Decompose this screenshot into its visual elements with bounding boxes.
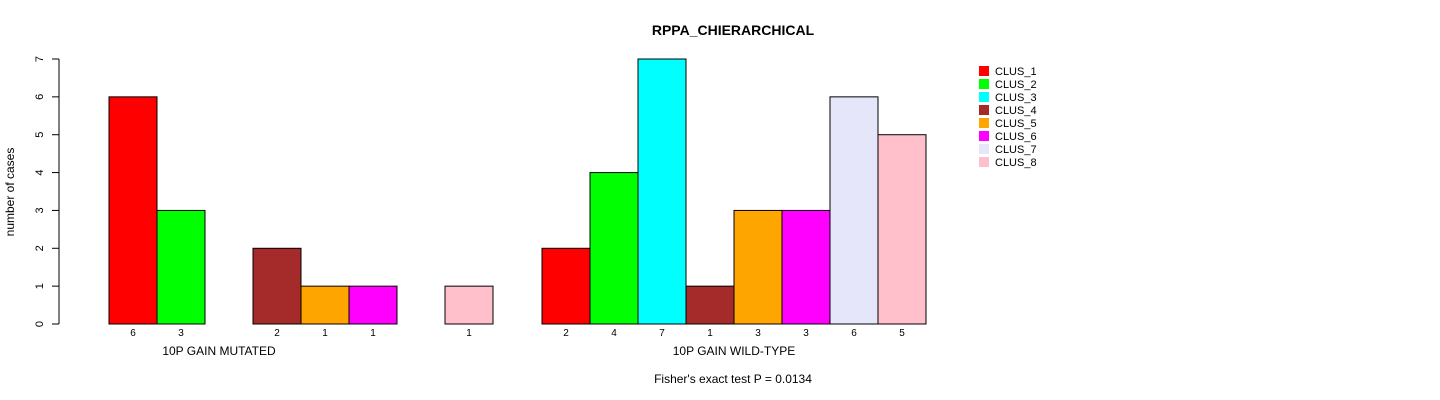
legend-label: CLUS_1 xyxy=(995,66,1037,78)
y-axis: 0 1 2 3 4 5 6 7 xyxy=(34,56,60,327)
chart-title: RPPA_CHIERARCHICAL xyxy=(652,22,815,38)
count-label: 3 xyxy=(755,328,761,339)
bars xyxy=(108,58,927,325)
legend-swatch xyxy=(979,144,989,154)
footnote: Fisher's exact test P = 0.0134 xyxy=(654,372,812,386)
legend-swatch xyxy=(979,92,989,102)
bar xyxy=(108,96,158,325)
group-labels: 10P GAIN MUTATED 10P GAIN WILD-TYPE xyxy=(162,344,795,358)
legend: CLUS_1CLUS_2CLUS_3CLUS_4CLUS_5CLUS_6CLUS… xyxy=(979,66,1037,169)
y-tick-label: 7 xyxy=(34,56,46,62)
count-label: 4 xyxy=(611,328,617,339)
legend-swatch xyxy=(979,105,989,115)
y-tick-label: 6 xyxy=(34,94,46,100)
legend-label: CLUS_5 xyxy=(995,118,1037,130)
group-label: 10P GAIN WILD-TYPE xyxy=(673,344,795,358)
bar xyxy=(348,285,398,325)
legend-label: CLUS_6 xyxy=(995,131,1037,143)
y-tick-label: 1 xyxy=(34,283,46,289)
legend-swatch xyxy=(979,79,989,89)
legend-swatch xyxy=(979,131,989,141)
group-label: 10P GAIN MUTATED xyxy=(162,344,276,358)
count-label: 6 xyxy=(851,328,857,339)
bar xyxy=(156,209,206,325)
count-labels: 6 3 2 1 1 1 2 4 7 1 3 3 6 5 xyxy=(130,328,905,339)
count-label: 6 xyxy=(130,328,136,339)
legend-label: CLUS_3 xyxy=(995,92,1037,104)
y-tick-label: 3 xyxy=(34,207,46,213)
count-label: 5 xyxy=(899,328,905,339)
count-label: 3 xyxy=(178,328,184,339)
legend-swatch xyxy=(979,118,989,128)
count-label: 1 xyxy=(466,328,472,339)
count-label: 1 xyxy=(707,328,713,339)
y-tick-label: 5 xyxy=(34,132,46,138)
bar xyxy=(541,247,591,325)
legend-label: CLUS_2 xyxy=(995,79,1037,91)
legend-swatch xyxy=(979,66,989,76)
bar xyxy=(829,96,879,325)
count-label: 3 xyxy=(803,328,809,339)
bar xyxy=(685,285,735,325)
count-label: 1 xyxy=(322,328,328,339)
y-tick-label: 0 xyxy=(34,321,46,327)
bar xyxy=(781,209,831,325)
bar xyxy=(733,209,783,325)
legend-label: CLUS_7 xyxy=(995,144,1037,156)
y-tick-label: 4 xyxy=(34,170,46,176)
count-label: 7 xyxy=(659,328,665,339)
bar xyxy=(637,58,687,325)
y-tick-label: 2 xyxy=(34,245,46,251)
bar xyxy=(589,172,639,325)
count-label: 2 xyxy=(563,328,569,339)
count-label: 1 xyxy=(370,328,376,339)
legend-label: CLUS_8 xyxy=(995,157,1037,169)
bar xyxy=(252,247,302,325)
legend-label: CLUS_4 xyxy=(995,105,1037,117)
bar xyxy=(300,285,350,325)
bar xyxy=(444,285,494,325)
count-label: 2 xyxy=(274,328,280,339)
y-axis-label: number of cases xyxy=(3,148,17,237)
legend-swatch xyxy=(979,157,989,167)
bar xyxy=(877,134,927,325)
